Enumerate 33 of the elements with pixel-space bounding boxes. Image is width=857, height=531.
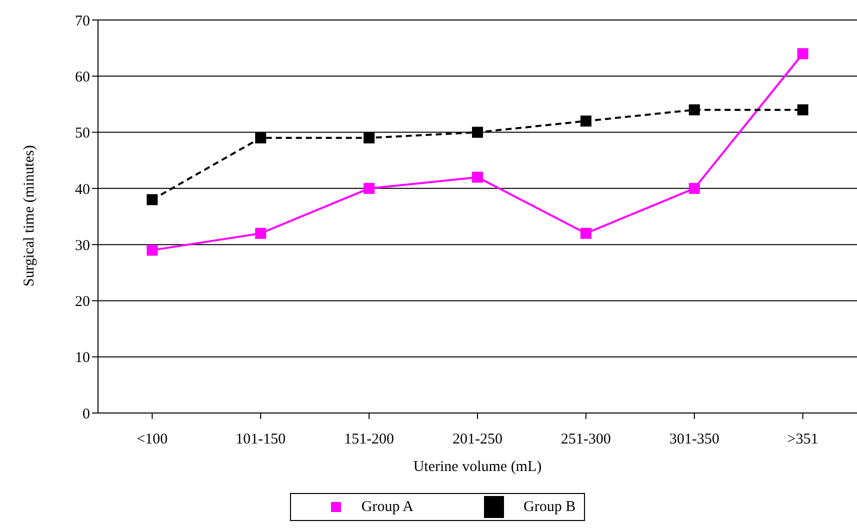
point bbox=[364, 132, 375, 144]
y-tick-label: 50 bbox=[75, 126, 90, 142]
point bbox=[255, 132, 266, 144]
x-tick-label: 301-350 bbox=[669, 432, 720, 448]
point bbox=[580, 228, 592, 239]
point bbox=[797, 48, 808, 60]
y-tick-label: 30 bbox=[75, 238, 90, 254]
y-tick-label: 40 bbox=[75, 182, 90, 198]
legend-label: Group B bbox=[522, 498, 576, 516]
x-axis-title: Uterine volume (mL) bbox=[413, 459, 542, 475]
x-tick-label: <100 bbox=[136, 432, 168, 448]
x-tick-label: 151-200 bbox=[344, 432, 394, 448]
y-tick-label: 70 bbox=[75, 13, 90, 30]
point bbox=[472, 172, 483, 183]
point bbox=[797, 104, 808, 116]
point bbox=[146, 194, 158, 206]
y-tick-label: 20 bbox=[75, 294, 90, 310]
x-tick-label: 251-300 bbox=[560, 432, 611, 448]
point bbox=[364, 182, 375, 194]
x-tick-label: >351 bbox=[787, 432, 818, 448]
x-tick-label: 101-150 bbox=[236, 432, 286, 448]
y-tick-label: 60 bbox=[75, 69, 90, 86]
y-axis-title: Surgical time (minutes) bbox=[21, 145, 38, 286]
point bbox=[255, 228, 266, 239]
legend-label: Group A bbox=[360, 498, 414, 516]
x-tick-label: 201-250 bbox=[452, 432, 502, 448]
point bbox=[688, 182, 700, 194]
y-tick-label: 10 bbox=[75, 350, 90, 366]
point bbox=[688, 104, 700, 116]
point bbox=[146, 244, 158, 256]
point bbox=[472, 126, 483, 138]
point bbox=[580, 116, 592, 127]
y-tick-label: 0 bbox=[82, 406, 90, 422]
